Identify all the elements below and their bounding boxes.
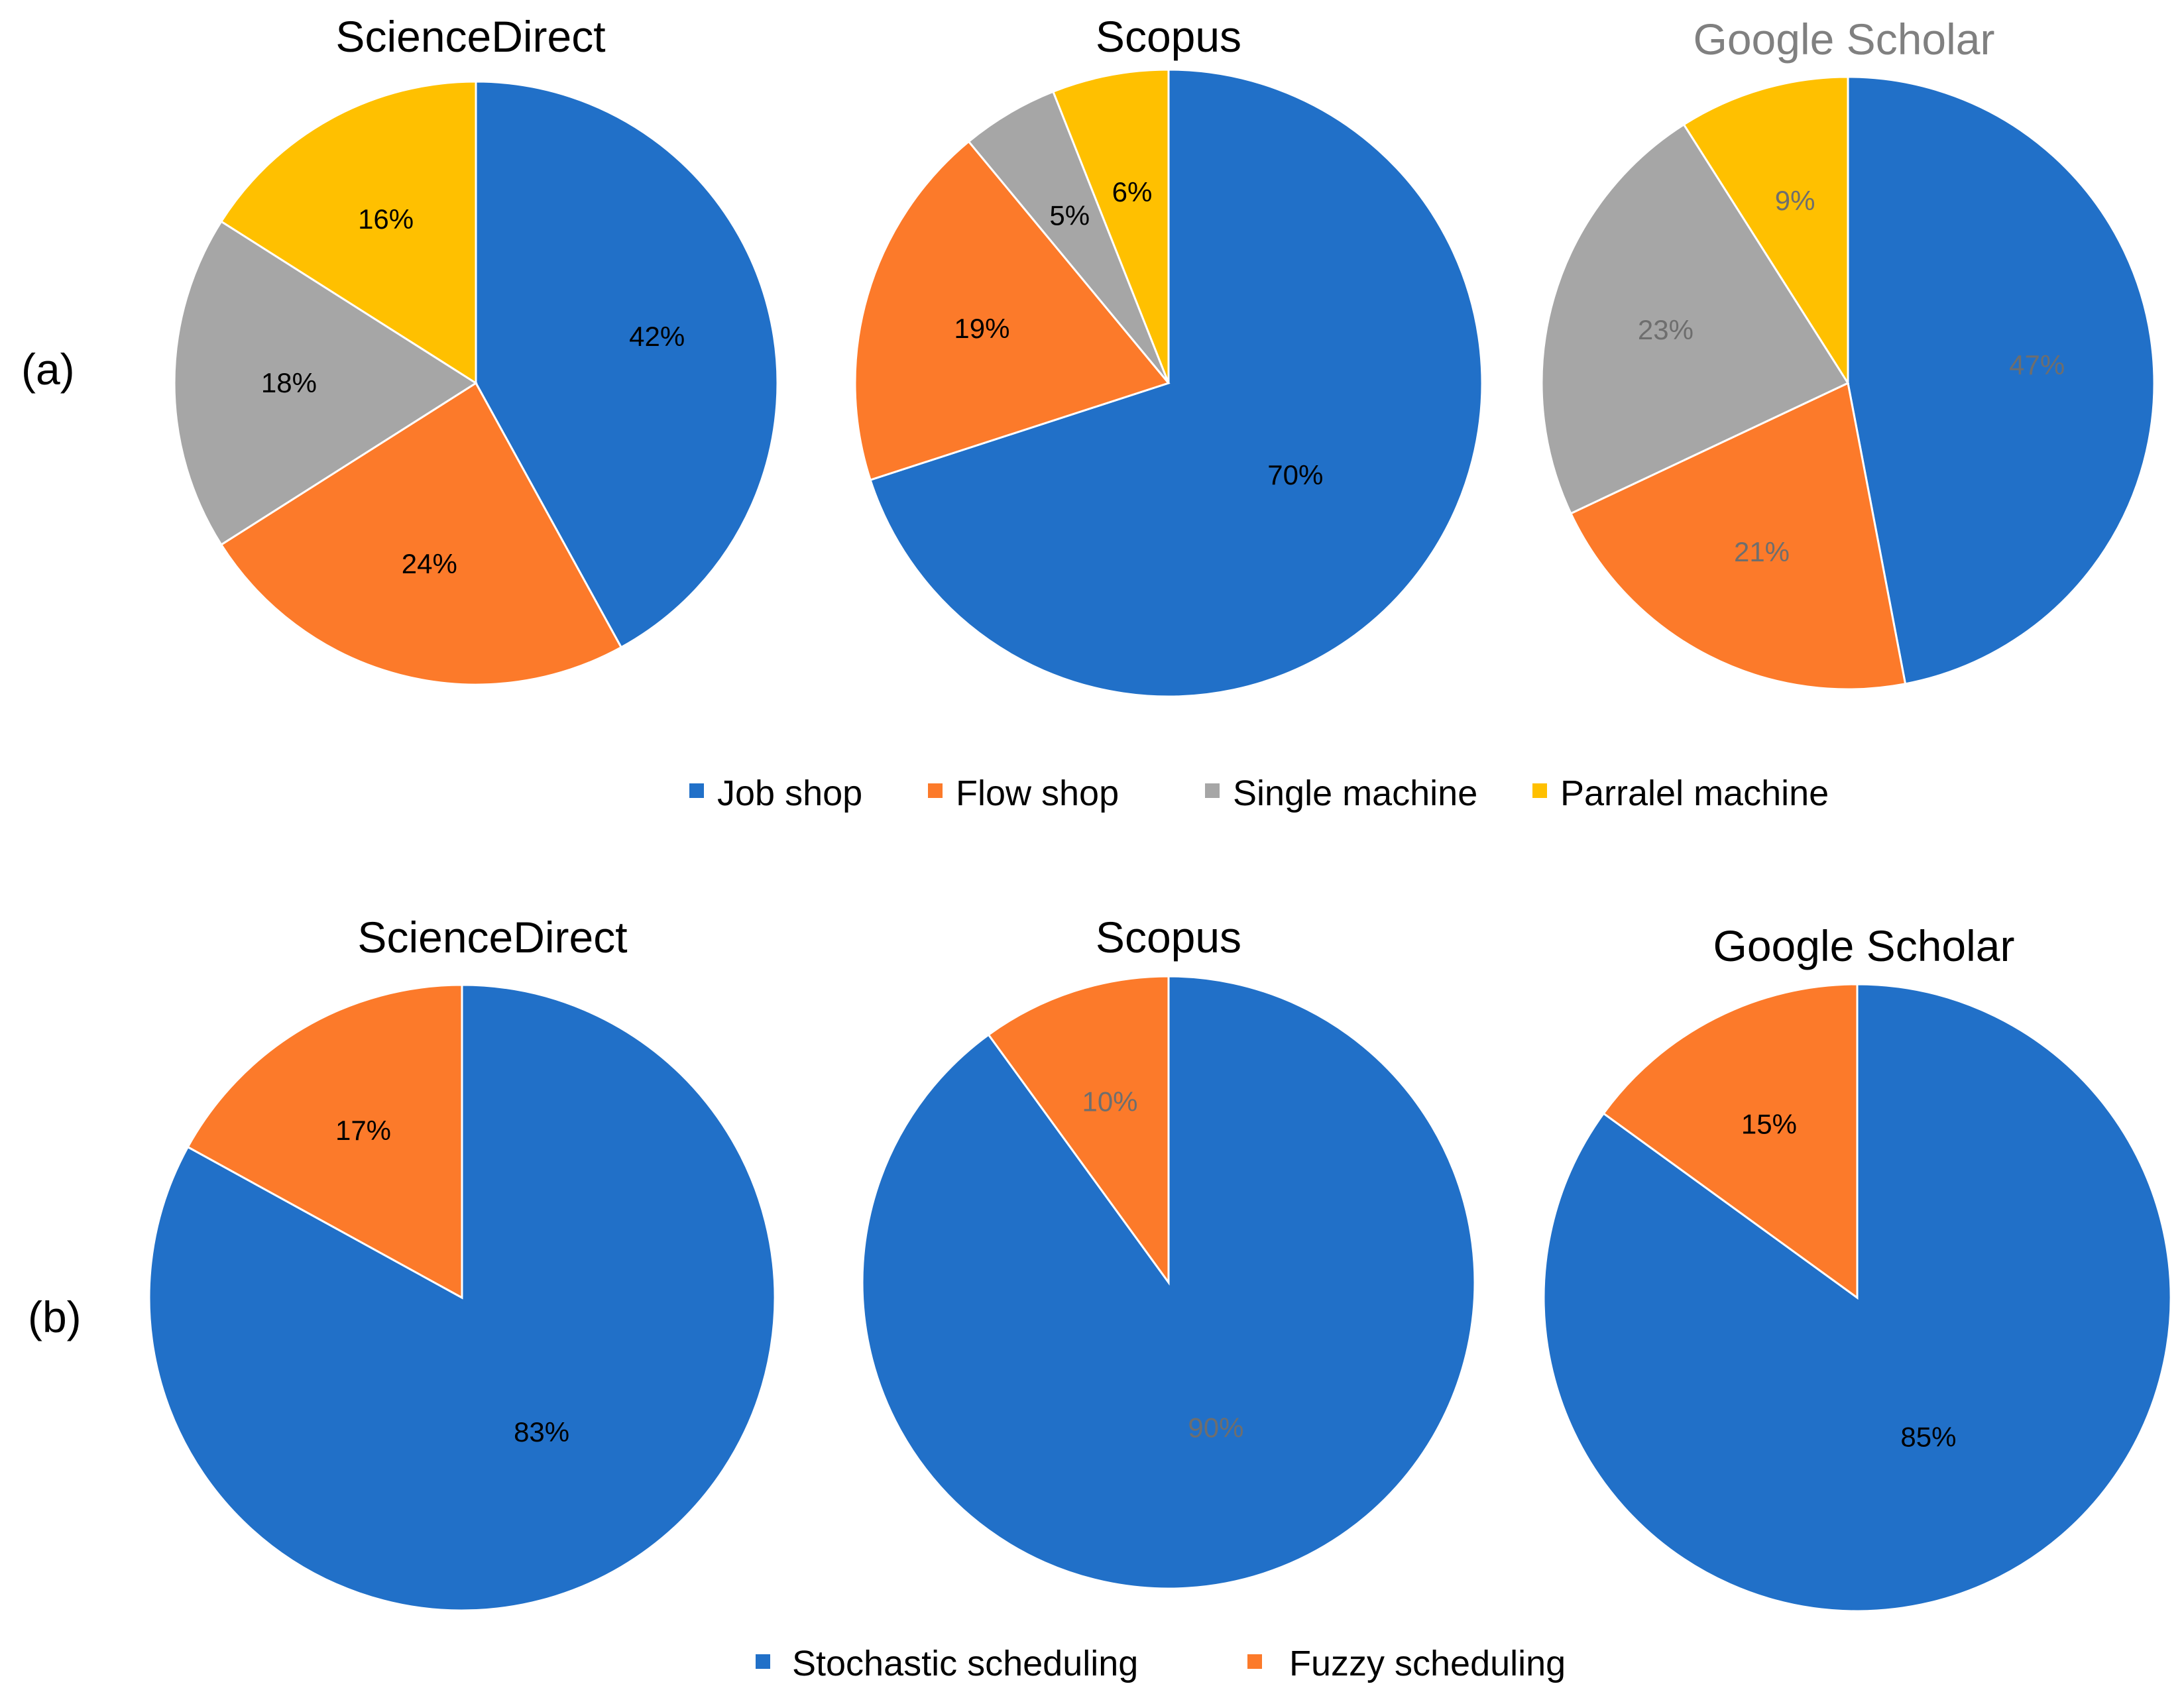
data-label-job-shop: 42% — [629, 321, 685, 352]
data-label-single-machine: 23% — [1638, 314, 1694, 345]
legend-a-label-1: Flow shop — [956, 773, 1119, 813]
chart-title: Google Scholar — [1694, 15, 1995, 64]
legend-a-swatch-3 — [1532, 783, 1547, 798]
data-label-flow-shop: 19% — [954, 313, 1009, 344]
legend-b: Stochastic scheduling Fuzzy scheduling — [756, 1644, 1566, 1683]
data-label-fuzzy-scheduling: 15% — [1741, 1109, 1797, 1140]
pie-chart-b-scopus: Scopus 90% 10% — [861, 913, 1476, 1590]
data-label-flow-shop: 24% — [402, 548, 457, 579]
chart-title: Scopus — [1096, 12, 1241, 61]
chart-title: Google Scholar — [1713, 921, 2015, 970]
pie-slice-job-shop — [1847, 76, 2155, 685]
pie-slice-single-machine — [173, 220, 478, 546]
chart-title: Scopus — [1096, 913, 1241, 962]
data-label-stochastic-scheduling: 85% — [1900, 1422, 1956, 1453]
pie-slice-parralel-machine — [1682, 76, 1849, 387]
chart-title: ScienceDirect — [357, 913, 627, 962]
data-label-fuzzy-scheduling: 17% — [335, 1115, 391, 1146]
legend-a-label-0: Job shop — [717, 773, 862, 813]
pie-slice-fuzzy-scheduling — [987, 975, 1170, 1286]
data-label-flow-shop: 21% — [1734, 536, 1790, 567]
data-label-fuzzy-scheduling: 10% — [1082, 1086, 1137, 1117]
legend-a-swatch-0 — [689, 783, 704, 798]
legend-a-label-3: Parralel machine — [1560, 773, 1829, 813]
data-label-single-machine: 18% — [261, 367, 317, 398]
pie-slice-parralel-machine — [219, 80, 477, 385]
data-label-stochastic-scheduling: 83% — [514, 1416, 569, 1447]
data-label-single-machine: 5% — [1049, 200, 1090, 231]
pie-chart-b-sciencedirect: ScienceDirect 83% 17% — [148, 913, 776, 1612]
data-label-parralel-machine: 9% — [1775, 185, 1815, 216]
pie-slice-fuzzy-scheduling — [186, 984, 463, 1300]
pie-slice-flow-shop — [1569, 381, 1907, 691]
legend-a-swatch-2 — [1205, 783, 1220, 798]
panel-a-label: (a) — [21, 345, 75, 394]
pie-chart-b-google-scholar: Google Scholar 85% 15% — [1542, 921, 2172, 1613]
pie-slice-single-machine — [1540, 123, 1850, 515]
pie-slice-fuzzy-scheduling — [1602, 983, 1859, 1300]
legend-b-swatch-0 — [756, 1654, 770, 1669]
pie-chart-a-scopus: Scopus 70% 19% 5% 6% — [854, 12, 1483, 698]
data-label-parralel-machine: 6% — [1112, 176, 1153, 207]
data-label-parralel-machine: 16% — [358, 203, 414, 235]
data-label-job-shop: 70% — [1267, 459, 1323, 490]
data-label-job-shop: 47% — [2009, 349, 2065, 380]
panel-b-label: (b) — [28, 1292, 82, 1341]
pie-slice-flow-shop — [854, 140, 1171, 482]
pie-slice-flow-shop — [219, 381, 623, 686]
pie-slice-job-shop — [869, 68, 1483, 698]
data-label-stochastic-scheduling: 90% — [1188, 1412, 1243, 1443]
chart-title: ScienceDirect — [335, 12, 605, 61]
legend-b-swatch-1 — [1247, 1654, 1262, 1669]
legend-a: Job shop Flow shop Single machine Parral… — [689, 773, 1829, 813]
legend-b-label-0: Stochastic scheduling — [792, 1644, 1138, 1683]
pie-slice-job-shop — [475, 80, 779, 649]
legend-a-swatch-1 — [928, 783, 943, 798]
pie-slice-parralel-machine — [1051, 68, 1170, 384]
pie-chart-a-google-scholar: Google Scholar 47% 21% 23% 9% — [1540, 15, 2155, 691]
pie-slice-single-machine — [967, 90, 1170, 384]
legend-a-label-2: Single machine — [1233, 773, 1477, 813]
pie-chart-a-sciencedirect: ScienceDirect 42% 24% 18% 16% — [173, 12, 779, 686]
legend-b-label-1: Fuzzy scheduling — [1289, 1644, 1566, 1683]
